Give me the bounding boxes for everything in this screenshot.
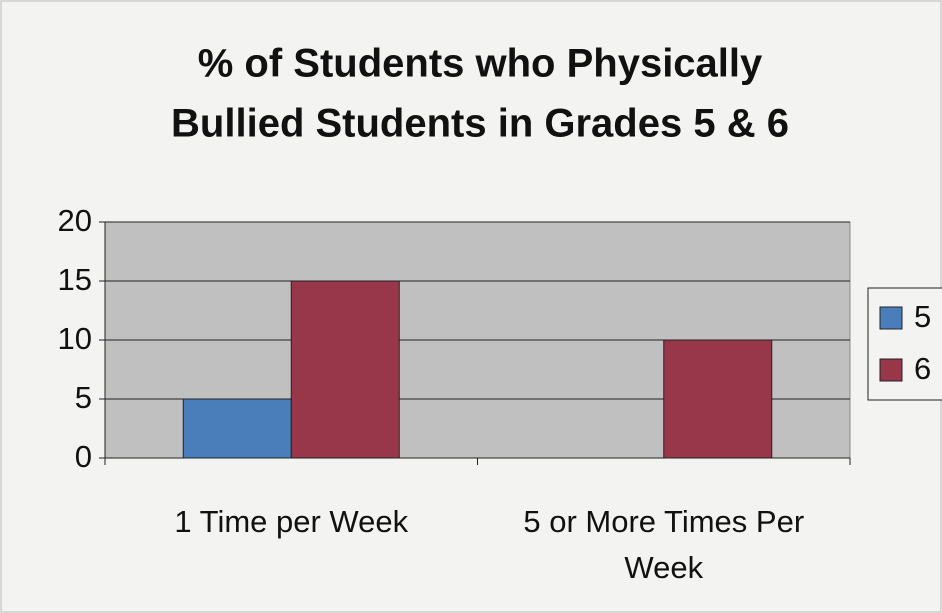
- x-tick-label: 1 Time per Week: [174, 504, 409, 539]
- y-tick-label: 20: [58, 203, 92, 238]
- y-tick-label: 5: [75, 380, 92, 415]
- legend-label: 6: [914, 351, 931, 386]
- bar: [663, 339, 773, 459]
- y-tick-label: 10: [58, 321, 92, 356]
- bar: [182, 398, 292, 459]
- y-tick-label: 0: [75, 439, 92, 474]
- legend-label: 5: [914, 299, 931, 334]
- y-tick-label: 15: [58, 262, 92, 297]
- chart-title: Bullied Students in Grades 5 & 6: [171, 102, 789, 146]
- legend-swatch: [879, 358, 903, 382]
- chart-title: % of Students who Physically: [198, 42, 763, 86]
- legend-swatch: [879, 306, 903, 330]
- bar: [290, 280, 400, 459]
- x-tick-label: 5 or More Times Per Week: [523, 504, 805, 585]
